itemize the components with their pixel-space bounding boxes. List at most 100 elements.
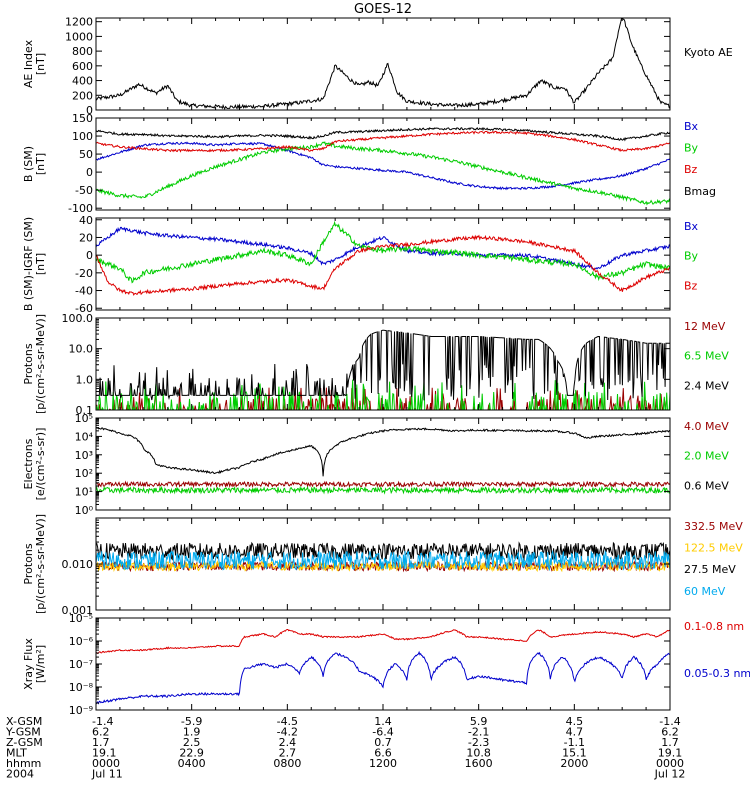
y-tick-label-ae-4: 800 — [72, 45, 93, 58]
y-axis-label-line-protons_low-1: [p/(cm²-s-sr-MeV)] — [34, 314, 47, 414]
y-axis-label-line-electrons-0: Electrons — [22, 438, 35, 489]
legend-entry-bsm-2: Bz — [684, 163, 698, 176]
footer-cell-6-1: 6.2 — [661, 726, 679, 739]
y-axis-label-ae: AE Index[nT] — [22, 39, 47, 88]
y-tick-label-xray-0: 10⁻⁹ — [69, 704, 93, 717]
footer-cell-5-3: 15.1 — [562, 747, 587, 760]
y-tick-label-bigrf-0: -60 — [75, 302, 93, 315]
legend-entry-protons_high-2: 27.5 MeV — [684, 563, 736, 576]
y-tick-label-bsm-1: -50 — [75, 184, 93, 197]
footer-cell-1-4: 0400 — [178, 757, 206, 770]
legend-entry-protons_high-1: 122.5 MeV — [684, 542, 743, 555]
panel-bsm: -100 -50 0 50 100 150 B (SM)[nT] Bx By Bz Bmag — [22, 112, 716, 215]
legend-entry-bigrf-0: Bx — [684, 220, 699, 233]
y-tick-label-protons_high-0: 0.001 — [62, 604, 94, 617]
footer-row-label-5: 2004 — [6, 768, 34, 781]
panel-protons_high: 0.001 0.010 Protons[p/(cm²-s-sr-MeV)] 332.5… — [22, 514, 743, 617]
footer-cell-0-2: 1.7 — [92, 736, 110, 749]
footer-row-label-2: Z-GSM — [6, 736, 43, 749]
y-tick-label-ae-1: 200 — [72, 89, 93, 102]
series-group-protons_high — [96, 541, 670, 573]
footer-cell-3-3: 6.6 — [374, 747, 392, 760]
footer-cell-5-4: 2000 — [560, 757, 588, 770]
footer-cell-4-0: 5.9 — [470, 715, 488, 728]
y-tick-label-xray-4: 10⁻⁵ — [69, 612, 93, 625]
y-axis-label-line-bsm-1: [nT] — [34, 153, 47, 175]
footer-row-label-1: Y-GSM — [5, 726, 41, 739]
series-group-bigrf — [96, 220, 670, 296]
y-axis-label-line-bigrf-0: B (SM)-IGRF (SM) — [22, 217, 35, 311]
footer-cell-1-1: 1.9 — [183, 726, 201, 739]
legend-entry-xray-0: 0.1-0.8 nm — [684, 620, 744, 633]
series-line-electrons-0 — [96, 480, 670, 489]
footer-cell-4-2: -2.3 — [468, 736, 489, 749]
y-axis-label-bsm: B (SM)[nT] — [22, 146, 47, 182]
y-tick-label-bsm-5: 150 — [72, 112, 93, 125]
y-tick-label-ae-3: 600 — [72, 60, 93, 73]
y-tick-label-bsm-4: 100 — [72, 130, 93, 143]
y-axis-label-protons_high: Protons[p/(cm²-s-sr-MeV)] — [22, 514, 47, 614]
panel-frame-ae — [95, 17, 671, 111]
series-line-bigrf-2 — [96, 234, 670, 296]
footer-cell-4-3: 10.8 — [466, 747, 491, 760]
series-line-electrons-1 — [96, 485, 670, 495]
footer-cell-4-4: 1600 — [465, 757, 493, 770]
footer-cell-0-3: 19.1 — [92, 747, 117, 760]
footer-cell-3-1: -6.4 — [372, 726, 393, 739]
y-axis-label-line-electrons-1: [e/(cm²-s-sr)] — [34, 428, 47, 501]
footer-cell-2-3: 2.7 — [279, 747, 297, 760]
series-group-xray — [96, 629, 670, 705]
panel-frame-xray — [95, 617, 671, 711]
y-tick-label-electrons-0: 10⁰ — [75, 504, 94, 517]
y-axis-label-protons_low: Protons[p/(cm²-s-sr-MeV)] — [22, 314, 47, 414]
y-tick-label-ae-2: 400 — [72, 75, 93, 88]
series-line-protons_high-2 — [96, 541, 670, 562]
series-group-electrons — [96, 427, 670, 495]
y-tick-label-bsm-0: -100 — [68, 202, 93, 215]
y-tick-label-bsm-2: 0 — [86, 166, 93, 179]
footer-cell-3-0: 1.4 — [374, 715, 392, 728]
series-group-bsm — [96, 127, 670, 206]
panel-protons_low: 0.1 1.0 10.0 100.0 Protons[p/(cm²-s-sr-MeV)]… — [22, 312, 729, 417]
y-tick-label-electrons-5: 10⁵ — [75, 412, 93, 425]
footer-cell-3-4: 1200 — [369, 757, 397, 770]
y-tick-label-protons_low-0: 0.1 — [76, 404, 94, 417]
legend-entry-electrons-1: 2.0 MeV — [684, 450, 729, 463]
y-tick-label-electrons-1: 10¹ — [75, 486, 93, 499]
legend-entry-protons_low-0: 12 MeV — [684, 320, 726, 333]
footer-row-label-0: X-GSM — [6, 715, 42, 728]
y-tick-label-bigrf-3: 0 — [86, 249, 93, 262]
y-tick-label-electrons-3: 10³ — [75, 449, 93, 462]
y-tick-label-bigrf-5: 40 — [79, 214, 93, 227]
legend-entry-electrons-2: 0.6 MeV — [684, 479, 729, 492]
y-tick-label-ae-0: 0 — [86, 104, 93, 117]
y-axis-label-line-protons_high-0: Protons — [22, 543, 35, 584]
panel-xray: 10⁻⁹ 10⁻⁸ 10⁻⁷ 10⁻⁶ 10⁻⁵ Xray Flux[W/m²] 0.1-0… — [22, 612, 750, 717]
y-axis-label-line-xray-1: [W/m²] — [34, 645, 47, 683]
series-line-electrons-2 — [96, 427, 670, 477]
legend-entry-ae-0: Kyoto AE — [684, 46, 733, 59]
y-tick-label-protons_low-2: 10.0 — [69, 343, 94, 356]
panel-frame-electrons — [95, 417, 671, 511]
legend-entry-electrons-0: 4.0 MeV — [684, 420, 729, 433]
series-line-bsm-1 — [96, 141, 670, 206]
footer-cell-0-1: 6.2 — [92, 726, 110, 739]
y-tick-label-bigrf-2: -20 — [75, 267, 93, 280]
legend-entry-bsm-3: Bmag — [684, 185, 716, 198]
y-tick-label-bsm-3: 50 — [79, 148, 93, 161]
y-tick-label-ae-5: 1000 — [65, 30, 93, 43]
legend-entry-protons_low-1: 6.5 MeV — [684, 350, 729, 363]
footer-row-label-3: MLT — [6, 747, 27, 760]
footer-cell-6-0: -1.4 — [659, 715, 680, 728]
legend-entry-protons_high-0: 332.5 MeV — [684, 520, 743, 533]
footer-cell-6-5: Jul 12 — [654, 768, 686, 781]
legend-entry-bigrf-1: By — [684, 250, 699, 263]
chart-title: GOES-12 — [354, 2, 412, 17]
footer-cell-5-0: 4.5 — [566, 715, 584, 728]
y-axis-label-line-xray-0: Xray Flux — [22, 638, 35, 690]
footer-cell-1-0: -5.9 — [181, 715, 202, 728]
y-axis-label-line-bigrf-1: [nT] — [34, 253, 47, 275]
